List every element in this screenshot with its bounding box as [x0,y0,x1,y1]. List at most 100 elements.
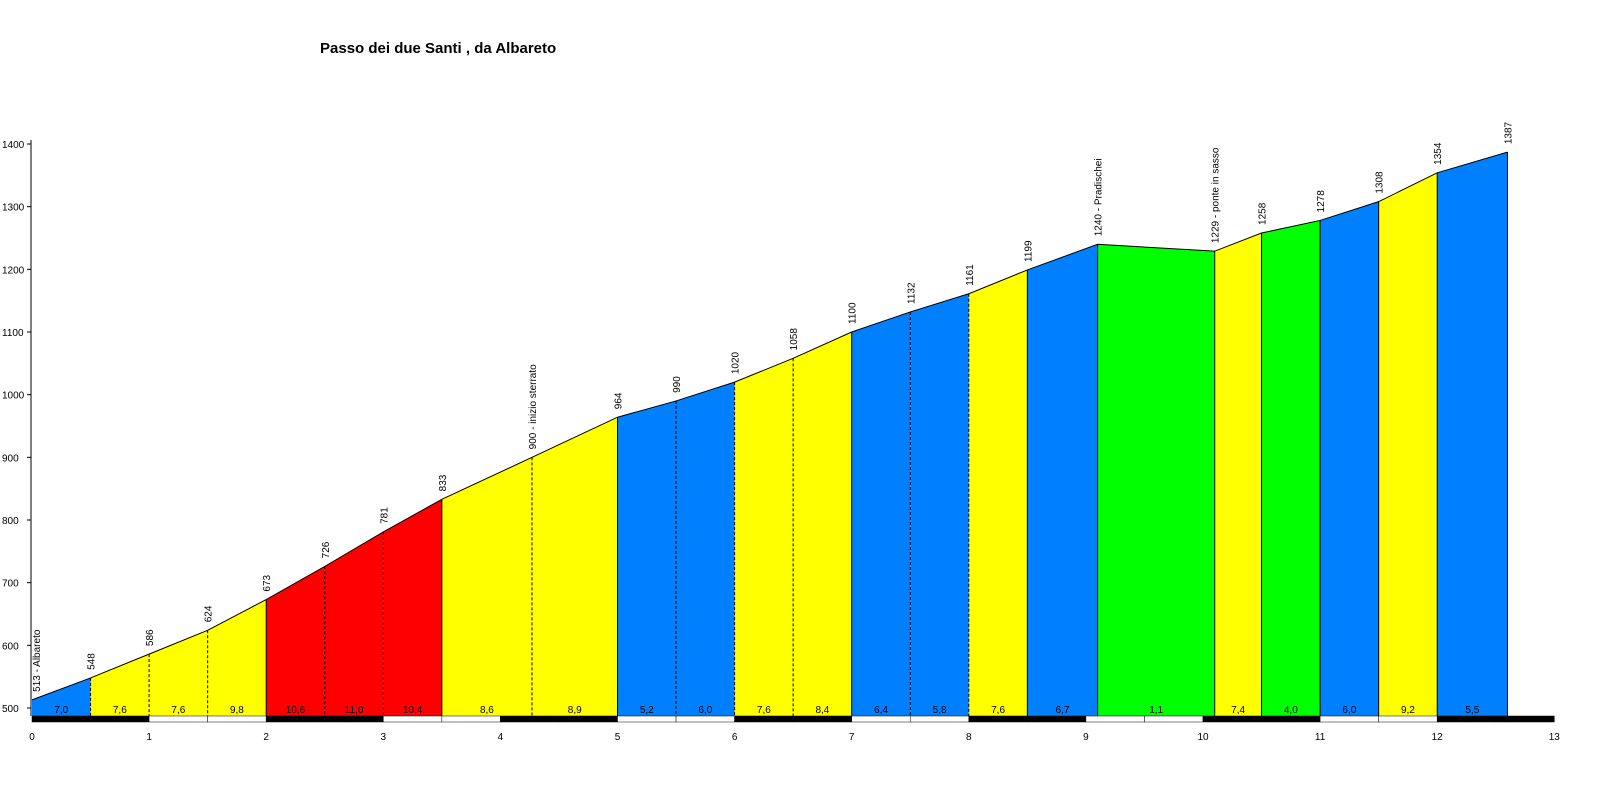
km-bar-block [1495,715,1555,723]
segment-fill [734,358,794,716]
grade-label: 7,6 [171,705,185,716]
altitude-label: 1354 [1433,142,1444,165]
segment-fill [968,269,1028,716]
segment-fill [149,630,208,716]
km-bar-block [265,715,326,723]
altitude-label: 548 [87,653,98,670]
segment-fill [1261,220,1321,716]
altitude-label: 781 [379,507,390,524]
x-tick-label: 12 [1432,732,1444,743]
x-tick-label: 9 [1083,732,1089,743]
x-tick-label: 0 [29,732,35,743]
segment-fill [90,654,150,716]
altitude-label: 513 - Albareto [32,629,43,692]
y-tick-label: 500 [2,704,19,715]
altitude-label: 1020 [731,351,742,374]
altitude-label: 990 [672,376,683,393]
km-bar-block [1202,715,1262,723]
km-bar-block [1378,715,1438,723]
grade-label: 11,0 [345,705,364,716]
segment-fill [383,499,442,716]
grade-label: 6,7 [1056,705,1070,716]
segment-fill [1214,232,1262,716]
segment-fill [1097,244,1215,716]
y-tick-label: 1200 [2,265,25,276]
altitude-label: 1278 [1316,190,1327,213]
grade-label: 1,1 [1149,705,1163,716]
y-tick-label: 1100 [2,328,24,339]
km-bar-block [441,715,501,723]
grade-label: 8,9 [568,705,582,716]
altitude-label: 1161 [965,264,976,286]
km-bar-block [324,715,384,723]
x-tick-label: 1 [146,732,152,743]
segment-fill [266,566,325,716]
x-tick-label: 11 [1315,732,1326,743]
x-tick-label: 13 [1549,732,1561,743]
km-bar-block [1261,715,1321,723]
x-axis: 0 1 2 3 4 5 6 7 8 9 10 11 12 13 [29,732,1560,743]
profile-outline [31,151,1508,701]
segment-dividers [90,152,1508,716]
altitude-label: 1058 [789,328,800,351]
km-bar-block [910,715,970,723]
km-bar-block [734,715,794,723]
km-bar-block [1085,715,1145,723]
y-tick-label: 1400 [2,140,25,151]
altitude-label: 586 [145,629,156,646]
grade-label: 7,4 [1231,705,1245,716]
segment-fill [207,599,267,716]
x-tick-label: 4 [498,732,504,743]
grade-label: 6,4 [874,705,888,716]
segment-fill [32,677,91,716]
y-tick-label: 700 [2,579,19,590]
km-bar-block [1027,715,1087,723]
km-bar-block [558,715,618,723]
grade-label: 10,6 [286,705,306,716]
km-bar-block [617,715,677,723]
x-tick-label: 3 [381,732,387,743]
grade-label: 7,0 [54,705,68,716]
km-bar-block [1319,715,1379,723]
chart-title: Passo dei due Santi , da Albareto [320,40,556,57]
grade-label: 9,8 [230,705,244,716]
km-bar-block [31,715,91,723]
altitude-label: 1240 - Pradischei [1094,158,1105,236]
segment-fill [617,400,677,716]
segment-fill [441,457,533,716]
altitude-label: 1100 [848,302,859,324]
km-bar-block [207,715,267,723]
grade-label: 9,2 [1401,705,1415,716]
y-tick-label: 900 [2,453,19,464]
km-bar-block [500,715,560,723]
x-tick-label: 10 [1197,732,1209,743]
x-tick-label: 8 [966,732,972,743]
km-bar-block [148,715,208,723]
altitude-label: 673 [262,574,273,591]
segment-fill [676,382,735,716]
altitude-label: 624 [204,605,215,622]
km-bar [31,715,1555,723]
km-bar-block [675,715,735,723]
grade-label: 7,6 [113,705,127,716]
altitude-label: 1229 - ponte in sasso [1211,147,1222,243]
altitude-label: 1387 [1503,121,1514,144]
segment-fill [910,293,969,716]
y-tick-label: 800 [2,516,19,527]
segment-fill [1378,172,1438,716]
km-bar-block [1144,715,1204,723]
grade-labels: 7,0 7,6 7,6 9,8 10,6 11,0 10,4 8,6 8,9 5,2 6,0 7,6 8… [54,705,1479,716]
x-tick-label: 7 [849,732,855,743]
segment-fill [324,531,384,716]
segment-fill [1320,201,1379,717]
km-bar-block [90,715,150,723]
profile-line [31,151,1508,701]
grade-label: 4,0 [1284,705,1298,716]
grade-label: 5,8 [933,705,947,716]
altitude-label: 726 [321,541,332,558]
y-tick-label: 1300 [2,203,25,214]
segment-fills [32,152,1508,717]
y-axis: 500 600 700 800 900 1000 1100 1200 1300 1400 [2,140,32,716]
km-bar-block [383,715,443,723]
